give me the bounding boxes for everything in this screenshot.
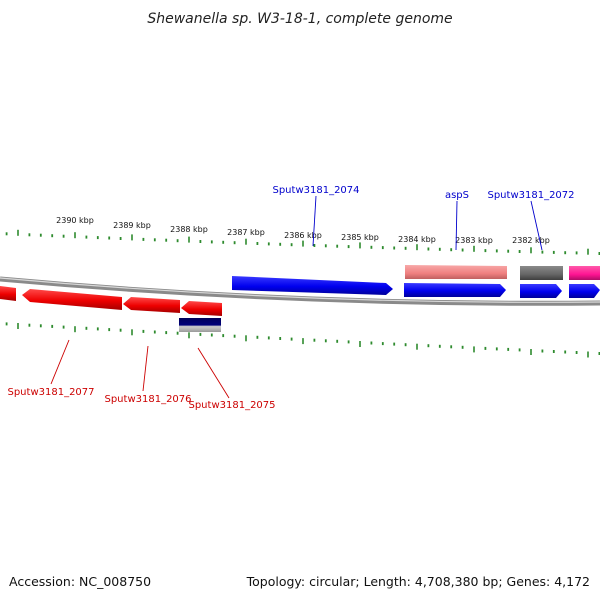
gene-arrow-forward[interactable] [569,266,600,280]
topology-text: Topology: circular; Length: 4,708,380 bp… [246,574,590,589]
kbp-label: 2387 kbp [227,228,265,237]
gene-arrow-forward[interactable] [404,283,506,297]
gene-block-navy[interactable] [179,318,221,332]
gene-label-sputw3181-2077[interactable]: Sputw3181_2077 [7,387,94,398]
gene-arrow-sputw3181-2075[interactable] [181,301,222,316]
forward-strand-features [232,265,600,298]
leader-line [50,339,70,385]
ruler-ticks-top [5,229,600,255]
ruler-labels: 2390 kbp 2389 kbp 2388 kbp 2387 kbp 2386… [56,216,550,245]
gene-label-sputw3181-2072[interactable]: Sputw3181_2072 [487,190,574,201]
kbp-label: 2384 kbp [398,235,436,244]
gene-label-asps[interactable]: aspS [445,190,469,201]
gene-arrow-sputw3181-2076[interactable] [123,297,180,313]
map-title: Shewanella sp. W3-18-1, complete genome [147,11,452,27]
gene-label-sputw3181-2074[interactable]: Sputw3181_2074 [272,185,359,196]
leader-line [197,347,230,399]
reverse-gene-labels: Sputw3181_2077 Sputw3181_2076 Sputw3181_… [7,339,276,411]
leader-line [455,200,458,251]
gene-arrow-sputw3181-2072[interactable] [520,266,563,280]
leader-line [530,200,543,251]
genome-backbone [0,276,600,306]
gene-arrow-asps[interactable] [405,265,507,279]
reverse-strand-features [0,286,222,332]
kbp-label: 2385 kbp [341,233,379,242]
kbp-label: 2382 kbp [512,236,550,245]
kbp-label: 2386 kbp [284,231,322,240]
gene-arrow-forward[interactable] [569,284,600,298]
leader-line [312,195,317,247]
accession-text: Accession: NC_008750 [9,574,151,589]
kbp-label: 2388 kbp [170,225,208,234]
leader-line [142,345,149,392]
gene-arrow-sputw3181-2077[interactable] [22,289,122,310]
gene-arrow-forward[interactable] [520,284,562,298]
gene-label-sputw3181-2076[interactable]: Sputw3181_2076 [104,394,191,405]
gene-arrow-reverse[interactable] [0,286,16,301]
gene-label-sputw3181-2075[interactable]: Sputw3181_2075 [188,400,275,411]
kbp-label: 2383 kbp [455,236,493,245]
ruler-ticks-bottom [5,322,600,358]
kbp-label: 2389 kbp [113,221,151,230]
genome-backbone-highlight [0,277,600,303]
gene-arrow-sputw3181-2074[interactable] [232,276,393,295]
forward-gene-labels: Sputw3181_2074 aspS Sputw3181_2072 [272,185,575,251]
kbp-label: 2390 kbp [56,216,94,225]
